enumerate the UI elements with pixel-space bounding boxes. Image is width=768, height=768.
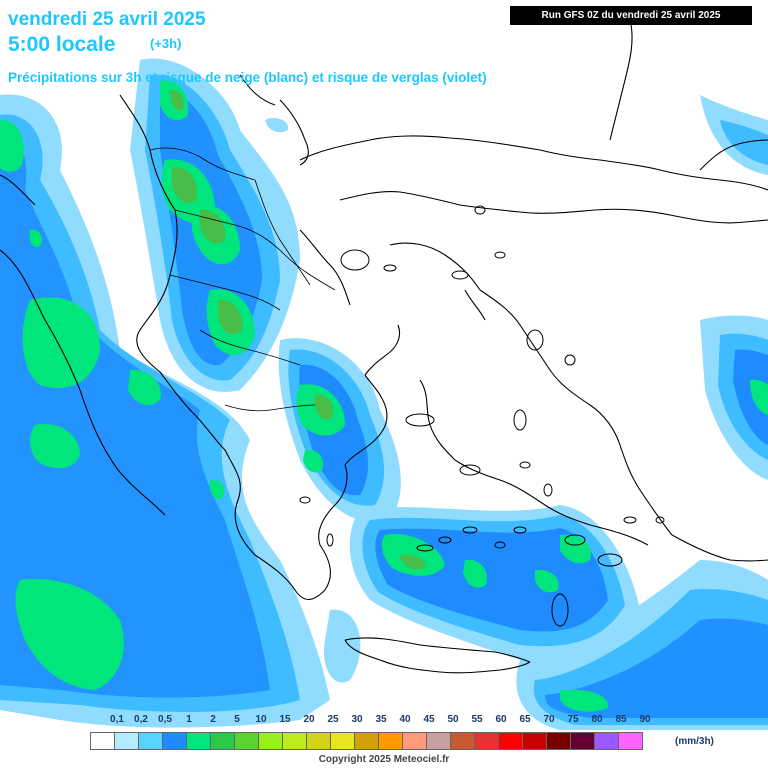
legend-swatch	[378, 732, 403, 750]
legend-swatch	[426, 732, 451, 750]
legend-swatch	[282, 732, 307, 750]
legend-label: 30	[351, 714, 363, 725]
legend-label: 10	[255, 714, 267, 725]
copyright: Copyright 2025 Meteociel.fr	[318, 754, 450, 765]
legend-swatch	[258, 732, 283, 750]
legend-swatch	[354, 732, 379, 750]
aegean-islands	[299, 205, 665, 627]
legend-label: 20	[303, 714, 315, 725]
legend-label: 70	[543, 714, 555, 725]
legend-swatch	[138, 732, 163, 750]
legend-label: 90	[639, 714, 651, 725]
legend-label: 15	[279, 714, 291, 725]
forecast-step: (+3h)	[150, 36, 182, 51]
legend-label: 0,2	[134, 714, 148, 725]
legend-swatch	[570, 732, 595, 750]
forecast-time: 5:00 locale	[8, 33, 116, 56]
legend-label: 80	[591, 714, 603, 725]
legend-label: 85	[615, 714, 627, 725]
legend-label: 2	[210, 714, 216, 725]
legend-swatch	[186, 732, 211, 750]
crete-island	[344, 637, 531, 674]
legend-label: 5	[234, 714, 240, 725]
legend-swatch	[114, 732, 139, 750]
legend-swatch	[498, 732, 523, 750]
legend-swatch	[546, 732, 571, 750]
coastlines	[0, 19, 768, 600]
legend-swatch	[90, 732, 115, 750]
legend-unit: (mm/3h)	[675, 736, 714, 747]
legend-swatch	[306, 732, 331, 750]
borders	[149, 147, 336, 412]
legend-label: 35	[375, 714, 387, 725]
legend-label: 0,5	[158, 714, 172, 725]
legend-swatch	[474, 732, 499, 750]
legend-label: 55	[471, 714, 483, 725]
precipitation-legend: 0,1 0,2 0,5 1 2 5 10 15 20 25 30 35 40 45 50 55 60 65 70 75…	[90, 714, 730, 754]
legend-label: 60	[495, 714, 507, 725]
legend-swatches	[90, 732, 643, 750]
legend-label: 65	[519, 714, 531, 725]
legend-swatch	[594, 732, 619, 750]
legend-label: 1	[186, 714, 192, 725]
legend-label: 45	[423, 714, 435, 725]
legend-swatch	[162, 732, 187, 750]
legend-swatch	[402, 732, 427, 750]
legend-swatch	[234, 732, 259, 750]
legend-label: 75	[567, 714, 579, 725]
map-description: Précipitations sur 3h et risque de neige…	[8, 70, 487, 85]
legend-swatch	[522, 732, 547, 750]
legend-label: 50	[447, 714, 459, 725]
legend-label: 40	[399, 714, 411, 725]
legend-swatch	[450, 732, 475, 750]
legend-label: 25	[327, 714, 339, 725]
legend-label: 0,1	[110, 714, 124, 725]
forecast-date: vendredi 25 avril 2025	[8, 9, 206, 30]
legend-swatch	[618, 732, 643, 750]
run-info-badge: Run GFS 0Z du vendredi 25 avril 2025	[510, 6, 752, 25]
legend-swatch	[330, 732, 355, 750]
legend-swatch	[210, 732, 235, 750]
